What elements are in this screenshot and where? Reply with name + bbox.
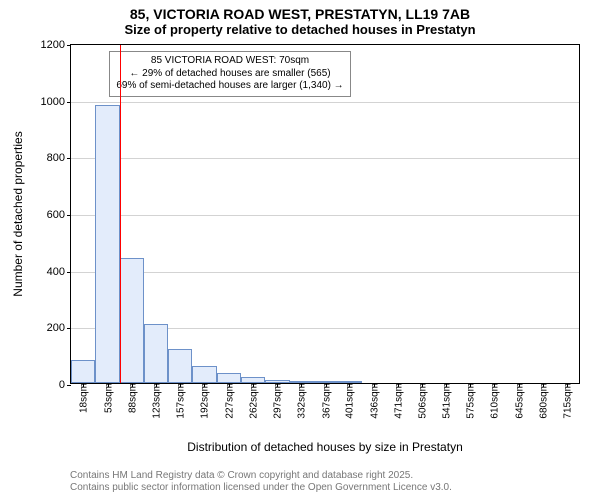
ytick-label: 600 (47, 209, 71, 221)
histogram-bar (120, 258, 144, 383)
xtick-label: 436sqm (367, 383, 380, 419)
annotation-line-1: 85 VICTORIA ROAD WEST: 70sqm (116, 55, 344, 68)
xtick-label: 157sqm (173, 383, 186, 419)
ytick-label: 0 (59, 379, 71, 391)
footer-line-1: Contains HM Land Registry data © Crown c… (70, 470, 452, 482)
gridline-h (71, 158, 579, 159)
xtick-label: 401sqm (343, 383, 356, 419)
y-axis-label: Number of detached properties (11, 131, 25, 296)
xtick-label: 506sqm (416, 383, 429, 419)
xtick-label: 262sqm (246, 383, 259, 419)
xtick-label: 88sqm (126, 383, 139, 413)
histogram-bar (95, 105, 119, 383)
xtick-label: 471sqm (391, 383, 404, 419)
gridline-h (71, 102, 579, 103)
histogram-bar (71, 360, 95, 383)
chart-title-line2: Size of property relative to detached ho… (0, 22, 600, 37)
xtick-label: 715sqm (561, 383, 574, 419)
chart-title-line1: 85, VICTORIA ROAD WEST, PRESTATYN, LL19 … (0, 0, 600, 22)
chart-container: 85, VICTORIA ROAD WEST, PRESTATYN, LL19 … (0, 0, 600, 500)
ytick-label: 400 (47, 266, 71, 278)
footer-attribution: Contains HM Land Registry data © Crown c… (70, 470, 452, 494)
ytick-label: 200 (47, 322, 71, 334)
annotation-line-2: ← 29% of detached houses are smaller (56… (116, 68, 344, 81)
histogram-bar (192, 366, 216, 383)
xtick-label: 541sqm (440, 383, 453, 419)
ytick-label: 1200 (41, 39, 71, 51)
xtick-label: 367sqm (319, 383, 332, 419)
xtick-label: 192sqm (198, 383, 211, 419)
xtick-label: 610sqm (488, 383, 501, 419)
plot-area: 85 VICTORIA ROAD WEST: 70sqm ← 29% of de… (70, 44, 580, 384)
xtick-label: 332sqm (295, 383, 308, 419)
gridline-h (71, 272, 579, 273)
x-axis-label: Distribution of detached houses by size … (187, 440, 462, 454)
xtick-label: 645sqm (512, 383, 525, 419)
xtick-label: 680sqm (536, 383, 549, 419)
histogram-bar (217, 373, 241, 383)
xtick-label: 123sqm (150, 383, 163, 419)
xtick-label: 575sqm (463, 383, 476, 419)
histogram-bar (144, 324, 168, 384)
marker-line (120, 45, 121, 383)
ytick-label: 1000 (41, 96, 71, 108)
ytick-label: 800 (47, 152, 71, 164)
histogram-bar (168, 349, 192, 383)
xtick-label: 297sqm (271, 383, 284, 419)
xtick-label: 53sqm (101, 383, 114, 413)
annotation-box: 85 VICTORIA ROAD WEST: 70sqm ← 29% of de… (109, 51, 351, 97)
xtick-label: 227sqm (222, 383, 235, 419)
footer-line-2: Contains public sector information licen… (70, 482, 452, 494)
annotation-line-3: 69% of semi-detached houses are larger (… (116, 80, 344, 93)
xtick-label: 18sqm (77, 383, 90, 413)
gridline-h (71, 215, 579, 216)
